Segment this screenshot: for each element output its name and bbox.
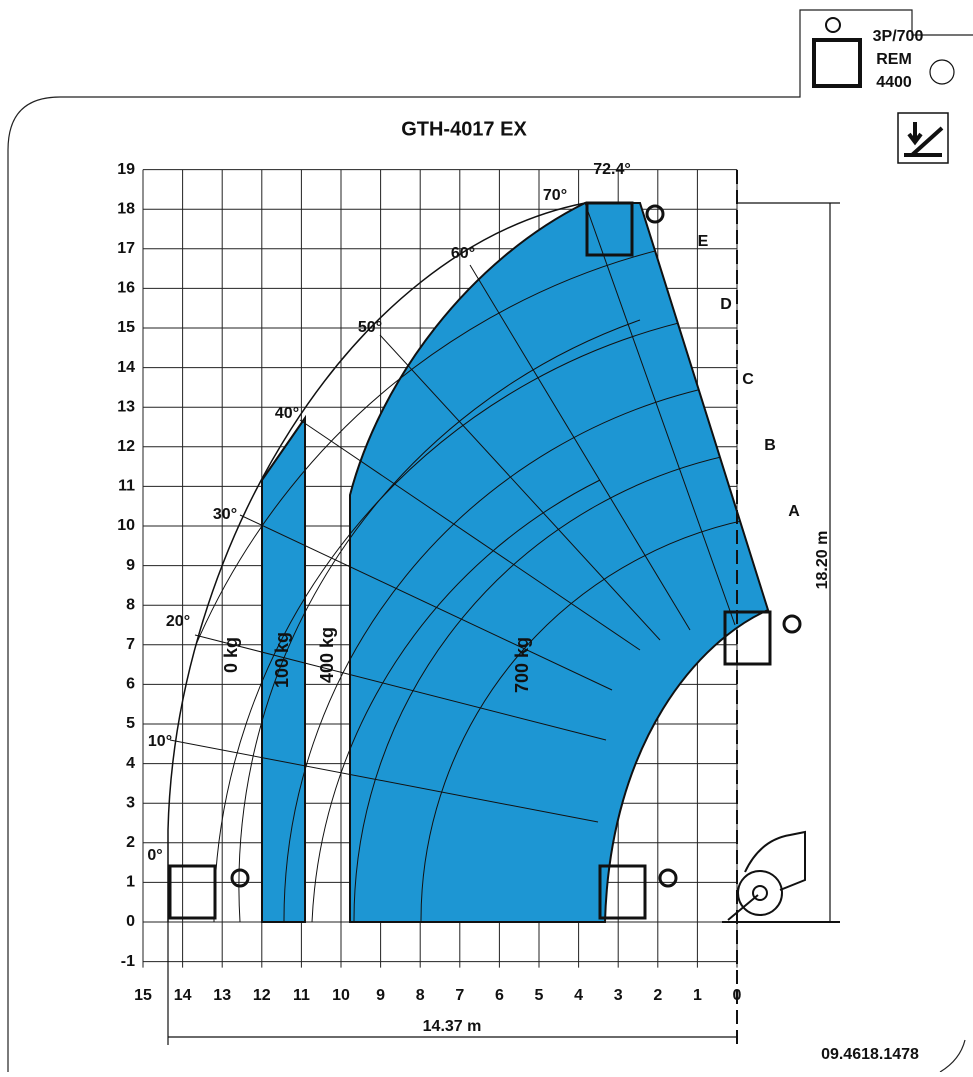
badge-text: REM <box>876 51 912 68</box>
y-tick-label: 4 <box>126 755 135 772</box>
y-tick-label: 2 <box>126 834 135 851</box>
x-tick-label: 9 <box>376 987 385 1004</box>
angle-label: 0° <box>147 847 162 864</box>
load-label: 400 kg <box>317 627 337 683</box>
badge-text: 3P/700 <box>873 28 924 45</box>
reach-dimension: 14.37 m <box>423 1018 482 1035</box>
x-tick-label: 13 <box>213 987 231 1004</box>
y-tick-label: 8 <box>126 596 135 613</box>
x-tick-label: 10 <box>332 987 350 1004</box>
y-tick-label: 16 <box>117 280 135 297</box>
angle-label: 50° <box>358 319 382 336</box>
mode-icon-glyph <box>904 122 942 155</box>
y-tick-label: 15 <box>117 319 135 336</box>
zone-label: A <box>788 503 800 520</box>
x-tick-label: 14 <box>174 987 192 1004</box>
height-dimension: 18.20 m <box>814 531 831 590</box>
angle-label: 20° <box>166 613 190 630</box>
angle-label: 30° <box>213 506 237 523</box>
load-label: 100 kg <box>272 632 292 688</box>
y-tick-label: 17 <box>117 240 135 257</box>
x-tick-label: 3 <box>614 987 623 1004</box>
x-tick-label: 7 <box>455 987 464 1004</box>
operator-icon <box>826 18 840 32</box>
zone-label: E <box>698 233 709 250</box>
x-tick-label: 8 <box>416 987 425 1004</box>
page: {"title": "GTH-4017 EX", "badge": {"line… <box>0 0 973 1077</box>
zone-label: C <box>742 371 754 388</box>
angle-label: 72.4° <box>593 161 631 178</box>
angle-label: 60° <box>451 245 475 262</box>
badge-text: 4400 <box>876 74 912 91</box>
y-tick-label: 19 <box>117 161 135 178</box>
y-tick-label: -1 <box>121 953 135 970</box>
x-tick-label: 6 <box>495 987 504 1004</box>
frame-corner <box>940 1040 965 1072</box>
y-tick-label: 13 <box>117 398 135 415</box>
y-tick-label: 7 <box>126 636 135 653</box>
y-tick-label: 6 <box>126 676 135 693</box>
load-label: 700 kg <box>512 637 532 693</box>
x-tick-label: 15 <box>134 987 152 1004</box>
x-tick-label: 4 <box>574 987 583 1004</box>
y-tick-label: 5 <box>126 715 135 732</box>
y-tick-label: 9 <box>126 557 135 574</box>
x-tick-label: 2 <box>653 987 662 1004</box>
selector-circle <box>930 60 954 84</box>
y-tick-label: 18 <box>117 200 135 217</box>
platform-icon <box>814 40 860 86</box>
y-tick-label: 0 <box>126 913 135 930</box>
x-tick-label: 0 <box>733 987 742 1004</box>
zone-label: D <box>720 296 732 313</box>
load-label: 0 kg <box>221 637 241 673</box>
angle-label: 70° <box>543 187 567 204</box>
machine <box>722 832 840 922</box>
x-tick-label: 5 <box>535 987 544 1004</box>
x-tick-label: 12 <box>253 987 271 1004</box>
x-tick-label: 11 <box>293 987 310 1004</box>
y-tick-label: 12 <box>117 438 135 455</box>
y-tick-label: 1 <box>126 874 135 891</box>
zone-label: B <box>764 437 776 454</box>
y-tick-label: 14 <box>117 359 135 376</box>
x-tick-label: 1 <box>693 987 702 1004</box>
angle-label: 40° <box>275 405 299 422</box>
title: GTH-4017 EX <box>401 118 527 140</box>
y-tick-label: 10 <box>117 517 135 534</box>
load-chart: 3P/700 REM 4400 GTH-4017 EX <box>0 0 973 1072</box>
y-tick-label: 11 <box>118 478 135 495</box>
angle-label: 10° <box>148 733 172 750</box>
y-tick-label: 3 <box>126 794 135 811</box>
drawing-code: 09.4618.1478 <box>821 1046 919 1063</box>
